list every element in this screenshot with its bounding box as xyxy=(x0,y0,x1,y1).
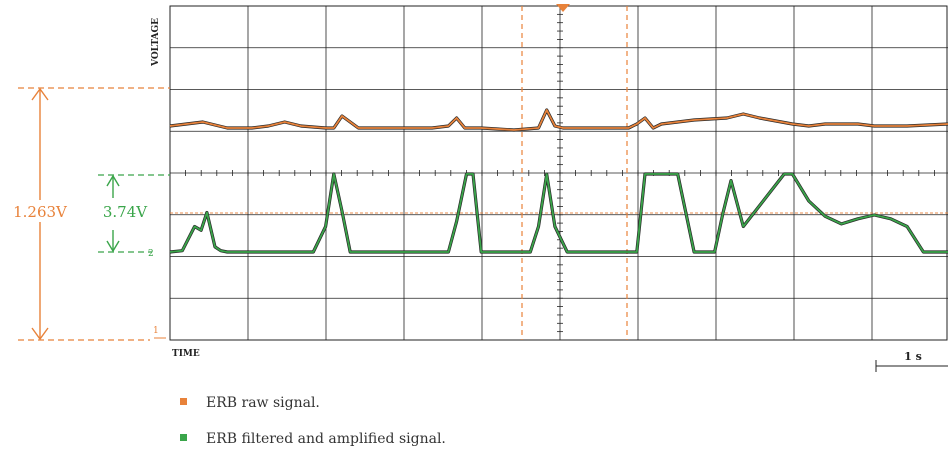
cursor-lines xyxy=(521,6,628,340)
series-line xyxy=(169,173,948,253)
legend: ERB raw signal. ERB filtered and amplifi… xyxy=(180,395,446,447)
y-axis-label: VOLTAGE xyxy=(151,18,161,67)
chart-grid xyxy=(169,5,948,341)
plot-series xyxy=(169,108,948,254)
raw-label-bg xyxy=(4,200,76,222)
raw-arrow-up xyxy=(31,87,49,101)
filtered-arrow-up xyxy=(106,174,120,187)
legend-swatch-raw xyxy=(180,398,187,405)
filtered-amplitude-measurement: 3.74V xyxy=(98,174,170,253)
filtered-amplitude-label: 3.74V xyxy=(103,203,148,221)
x-axis-label: TIME xyxy=(172,349,200,359)
raw-amplitude-measurement: 1.263V xyxy=(4,87,170,341)
raw-amplitude-label: 1.263V xyxy=(13,203,68,221)
filtered-arrow-down xyxy=(106,240,120,253)
channel-1-marker: 1 xyxy=(153,326,159,336)
legend-swatch-filtered xyxy=(180,434,187,441)
series-line xyxy=(169,109,948,131)
trigger-marker-icon xyxy=(556,4,570,12)
channel-2-marker: 2 xyxy=(148,249,154,259)
legend-label-raw: ERB raw signal. xyxy=(206,395,320,411)
legend-label-filtered: ERB filtered and amplified signal. xyxy=(206,431,446,447)
raw-arrow-down xyxy=(31,327,49,341)
time-scale-label: 1 s xyxy=(904,350,922,363)
